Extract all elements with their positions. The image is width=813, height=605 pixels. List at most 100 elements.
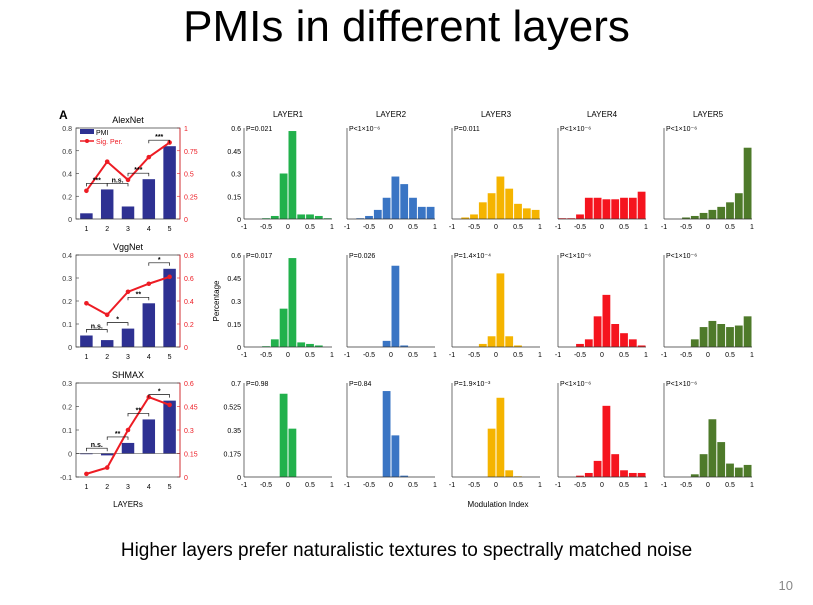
hist-x-tick-label: 0	[706, 482, 710, 489]
histogram-bar	[726, 327, 734, 347]
hist-x-tick-label: -0.5	[680, 224, 692, 231]
hist-x-tick-label: -0.5	[363, 352, 375, 359]
histogram-bar	[637, 345, 646, 347]
hist-x-tick-label: 1	[644, 482, 648, 489]
histogram-bar	[576, 343, 584, 347]
p-value-label: P<1×10⁻⁶	[666, 381, 697, 388]
histogram-bar	[297, 214, 306, 219]
hist-x-tick-label: 0	[286, 224, 290, 231]
panel-letter: A	[59, 108, 68, 122]
histogram-bar	[690, 215, 699, 219]
layer-column-title: LAYER4	[587, 110, 618, 119]
y2-tick-label: 0.4	[184, 299, 194, 306]
hist-x-tick-label: 0	[286, 352, 290, 359]
histogram-bar	[478, 343, 487, 347]
hist-x-tick-label: 0	[389, 482, 393, 489]
pmi-bar	[121, 206, 135, 219]
histogram-bar	[391, 176, 400, 219]
hist-x-tick-label: 0	[600, 352, 604, 359]
histogram-bar	[690, 339, 699, 347]
layer-column-title: LAYER3	[481, 110, 512, 119]
histogram-bar	[593, 460, 602, 477]
x-tick-label: 4	[147, 484, 151, 491]
legend-marker-sig	[85, 139, 89, 143]
histogram-bar	[717, 442, 726, 477]
significance-label: n.s.	[91, 442, 103, 449]
sig-per-point	[104, 159, 110, 164]
p-value-label: P<1×10⁻⁶	[560, 253, 591, 260]
significance-bracket	[148, 139, 170, 144]
p-value-label: P=0.011	[454, 126, 480, 133]
hist-x-tick-label: -0.5	[574, 482, 586, 489]
histogram-bar	[699, 212, 708, 219]
histogram-bar	[487, 193, 496, 219]
layer-column-title: LAYER2	[376, 110, 407, 119]
x-tick-label: 5	[168, 354, 172, 361]
hist-y-tick-label: 0.45	[227, 149, 241, 156]
y-axis-label: Percentage	[212, 280, 221, 321]
p-value-label: P=0.026	[349, 253, 375, 260]
histogram-bar	[682, 217, 690, 219]
hist-y-tick-label: 0.6	[231, 126, 241, 133]
histogram-bar	[288, 428, 297, 477]
significance-label: ***	[155, 134, 163, 141]
significance-label: ***	[134, 167, 142, 174]
histogram-bar	[279, 308, 288, 347]
significance-label: **	[136, 291, 142, 298]
histogram-bar	[699, 454, 708, 477]
histogram-bar	[505, 188, 514, 219]
left-chart-title: VggNet	[113, 242, 144, 252]
significance-label: **	[115, 431, 121, 438]
histogram-bar	[400, 475, 409, 477]
hist-x-tick-label: 0.5	[305, 352, 315, 359]
histogram-bar	[514, 345, 522, 347]
hist-x-tick-label: 0.5	[408, 352, 418, 359]
pmi-bar	[163, 400, 176, 454]
p-value-label: P<1×10⁻⁶	[666, 126, 697, 133]
hist-x-tick-label: -1	[344, 482, 350, 489]
y-tick-label: 0	[68, 217, 72, 224]
hist-x-tick-label: 0.5	[619, 224, 629, 231]
histogram-bar	[584, 197, 593, 219]
histogram-bar	[382, 197, 391, 219]
hist-x-tick-label: -0.5	[260, 224, 272, 231]
sig-per-point	[167, 274, 172, 280]
significance-label: **	[136, 407, 142, 414]
y-tick-label: 0.1	[62, 428, 72, 435]
hist-x-tick-label: 0.5	[513, 482, 523, 489]
significance-bracket	[148, 262, 170, 266]
hist-x-tick-label: -1	[555, 352, 561, 359]
histogram-bar	[400, 184, 409, 219]
pmi-bar	[142, 419, 156, 454]
x-tick-label: 2	[105, 226, 109, 233]
x-tick-label: 2	[105, 484, 109, 491]
hist-x-tick-label: 0	[389, 224, 393, 231]
histogram-bar	[602, 294, 611, 347]
histogram-bar	[734, 325, 743, 347]
histogram-bar	[690, 474, 699, 477]
p-value-label: P=1.9×10⁻³	[454, 381, 491, 388]
hist-x-tick-label: 0.5	[408, 482, 418, 489]
hist-x-tick-label: -0.5	[363, 224, 375, 231]
slide-title: PMIs in different layers	[183, 2, 630, 51]
histogram-bar	[734, 193, 743, 219]
significance-bracket	[127, 172, 150, 177]
p-value-label: P<1×10⁻⁶	[560, 126, 591, 133]
histogram-bar	[306, 214, 314, 219]
hist-x-tick-label: 1	[750, 224, 754, 231]
histogram-bar	[743, 464, 752, 477]
pmi-bar	[80, 213, 93, 219]
y-tick-label: 0.8	[62, 126, 72, 133]
hist-y-tick-label: 0	[237, 217, 241, 224]
p-value-label: P=1.4×10⁻⁴	[454, 253, 491, 260]
significance-bracket	[106, 322, 129, 326]
pmi-bar	[142, 179, 156, 219]
p-value-label: P<1×10⁻⁶	[666, 253, 697, 260]
left-chart-title: SHMAX	[112, 370, 144, 380]
histogram-bar	[611, 454, 620, 477]
hist-x-tick-label: -0.5	[680, 352, 692, 359]
p-value-label: P=0.021	[246, 126, 272, 133]
hist-x-tick-label: -0.5	[574, 352, 586, 359]
hist-x-tick-label: -1	[344, 224, 350, 231]
hist-x-tick-label: 1	[750, 352, 754, 359]
